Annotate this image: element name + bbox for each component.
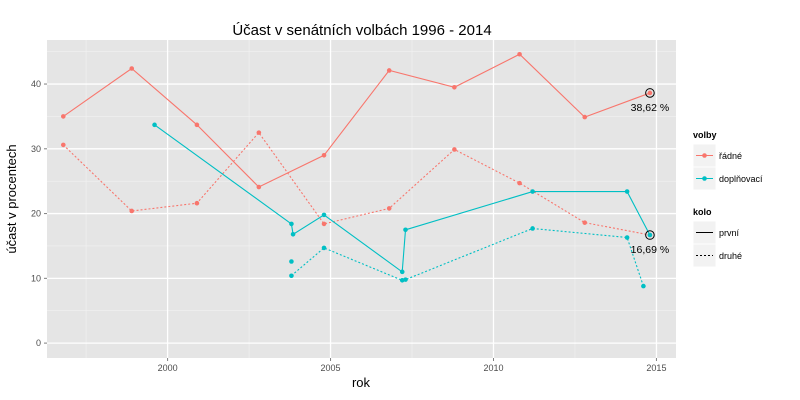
data-point (647, 232, 653, 238)
x-tick-label: 2015 (646, 363, 666, 373)
y-axis: 0 10 20 30 40 (31, 79, 47, 348)
data-point (403, 227, 408, 233)
data-point (530, 189, 535, 194)
annotation-marker (645, 88, 655, 98)
data-point (194, 200, 200, 206)
annotation-label: 16,69 % (631, 244, 670, 256)
y-axis-title: účast v procentech (4, 144, 19, 253)
data-point (129, 66, 135, 71)
annotation-label: 38,62 % (631, 102, 670, 114)
legend-title-volby: volby (693, 130, 717, 140)
data-point (129, 208, 135, 214)
data-point (399, 269, 405, 275)
y-tick-label: 20 (31, 209, 41, 219)
data-point (452, 147, 457, 152)
legend-label-kolo: první (719, 228, 740, 238)
x-axis-title: rok (352, 375, 371, 390)
y-tick-label: 10 (31, 273, 41, 283)
data-point (60, 114, 66, 119)
data-point (641, 283, 646, 289)
x-tick-label: 2000 (158, 363, 178, 373)
y-tick-label: 40 (31, 79, 41, 89)
data-point (290, 231, 296, 237)
data-point (289, 259, 294, 264)
data-point (624, 189, 630, 194)
series-line-0 (62, 53, 651, 188)
y-tick-label: 0 (36, 338, 41, 348)
legend-title-kolo: kolo (693, 207, 712, 217)
data-point (60, 142, 66, 148)
legend-key-point (702, 153, 707, 158)
data-point (321, 221, 327, 227)
x-axis: 2000 2005 2010 2015 (158, 358, 666, 373)
data-point (289, 221, 294, 227)
data-point (530, 226, 535, 231)
legend-label-volby: řádné (719, 151, 742, 161)
plot-panel (47, 40, 676, 358)
data-point (386, 68, 392, 73)
legend: volby řádné doplňovací kolo první druhé (692, 130, 763, 268)
data-point (582, 114, 588, 120)
data-point (321, 212, 327, 218)
series-line-1 (62, 131, 651, 236)
data-point (321, 152, 327, 158)
data-point (256, 184, 262, 190)
data-point (624, 235, 630, 240)
data-point (403, 277, 408, 282)
data-point (582, 220, 588, 225)
data-point (452, 84, 457, 90)
data-point (386, 206, 392, 211)
y-tick-label: 30 (31, 144, 41, 154)
data-point (517, 51, 522, 57)
data-point (152, 122, 157, 128)
legend-key-point (702, 176, 707, 181)
legend-label-volby: doplňovací (719, 174, 763, 184)
series-points (60, 51, 653, 289)
annotation-marker (645, 230, 655, 240)
data-point (194, 122, 200, 128)
data-point (256, 130, 262, 135)
legend-label-kolo: druhé (719, 251, 742, 261)
data-point (289, 273, 294, 279)
x-tick-label: 2005 (321, 363, 341, 373)
data-point (517, 180, 522, 186)
data-point (647, 90, 653, 96)
chart-title: Účast v senátních volbách 1996 - 2014 (232, 22, 491, 39)
grid-major (47, 40, 676, 358)
data-point (321, 245, 327, 251)
x-tick-label: 2010 (483, 363, 503, 373)
annotations: 38,62 % 16,69 % (631, 88, 670, 256)
grid-minor (47, 40, 676, 358)
